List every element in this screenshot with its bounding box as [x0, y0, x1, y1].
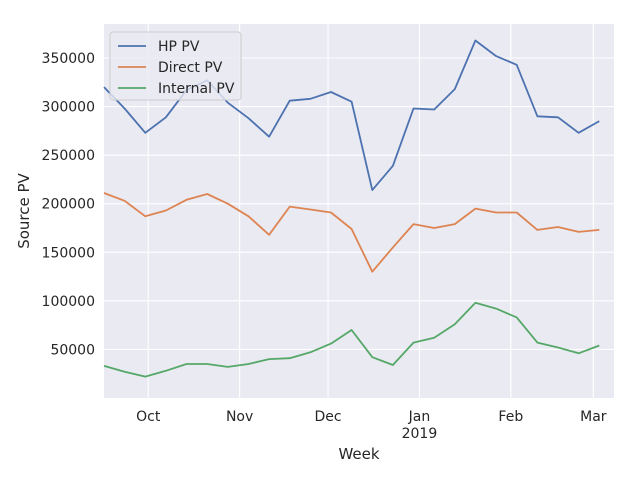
legend-box — [109, 31, 242, 101]
legend-label: Internal PV — [158, 81, 235, 97]
y-tick-label: 300000 — [42, 100, 95, 116]
x-tick-label: Mar — [580, 409, 607, 425]
y-tick-label: 350000 — [42, 51, 95, 67]
y-tick-label: 150000 — [42, 245, 95, 261]
series-line-internal-pv — [103, 301, 600, 378]
x-tick-label: Dec — [314, 409, 341, 425]
y-tick-label: 100000 — [42, 294, 95, 310]
y-tick-label: 250000 — [42, 148, 95, 164]
series-line-direct-pv — [103, 192, 600, 273]
x-tick-sublabel: 2019 — [402, 426, 438, 442]
x-tick-label: Feb — [498, 409, 523, 425]
y-axis-title: Source PV — [15, 172, 33, 248]
legend-label: HP PV — [158, 39, 200, 55]
x-tick-label: Nov — [226, 409, 253, 425]
x-tick-label: Jan — [408, 409, 431, 425]
legend: HP PV Direct PV Internal PV — [109, 31, 242, 101]
x-tick-label: Oct — [136, 409, 161, 425]
y-tick-label: 50000 — [50, 342, 95, 358]
x-axis-title: Week — [338, 445, 379, 463]
y-tick-label: 200000 — [42, 197, 95, 213]
legend-label: Direct PV — [158, 60, 223, 76]
y-axis: 50000 100000 150000 200000 250000 300000 35000… — [42, 51, 95, 358]
